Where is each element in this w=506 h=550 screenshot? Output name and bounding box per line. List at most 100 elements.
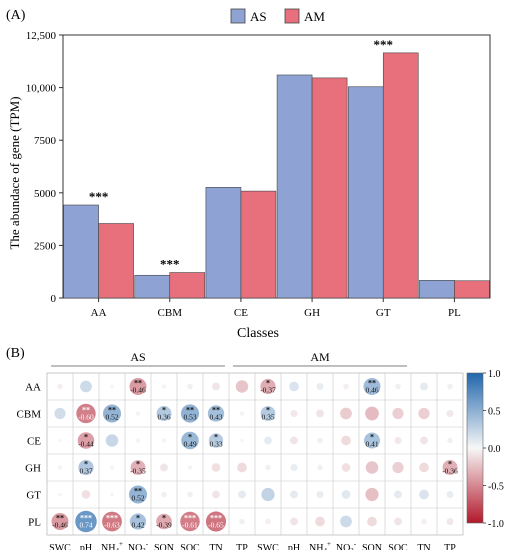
panel-b-label: (B) [6, 346, 25, 361]
significance-stars: ** [134, 379, 142, 388]
significance-stars: * [266, 406, 270, 415]
correlation-circle [340, 407, 352, 420]
row-label: CBM [17, 409, 42, 421]
correlation-circle [76, 403, 96, 424]
column-label: SWC [257, 543, 279, 550]
x-tick-label: GT [376, 307, 391, 319]
correlation-circle [442, 460, 458, 475]
correlation-circle [363, 432, 381, 449]
column-label: pH [288, 543, 300, 550]
significance-label: *** [160, 257, 180, 272]
correlation-circle [129, 378, 147, 395]
correlation-circle [394, 490, 402, 499]
correlation-value: 0.33 [209, 440, 222, 449]
bar-am-gh [311, 77, 348, 299]
significance-label: *** [374, 37, 394, 52]
significance-stars: ** [368, 379, 376, 388]
correlation-value: -0.44 [78, 440, 94, 449]
correlation-circle [290, 409, 298, 418]
correlation-circle [418, 407, 430, 420]
correlation-value: 0.41 [365, 440, 378, 449]
correlation-value: -0.60 [78, 413, 94, 422]
correlation-circle [264, 436, 272, 445]
correlation-circle [446, 409, 454, 418]
significance-stars: *** [80, 514, 92, 523]
correlation-value: 0.42 [131, 521, 144, 530]
correlation-circle [394, 436, 402, 445]
significance-stars: * [370, 433, 374, 442]
correlation-circle [102, 511, 122, 532]
significance-stars: * [162, 406, 166, 415]
bar-as-pl [419, 280, 455, 299]
correlation-circle [316, 409, 324, 418]
correlation-circle [392, 407, 404, 420]
correlation-circle [265, 464, 271, 471]
correlation-circle [367, 516, 377, 527]
y-tick-label: 12,500 [26, 30, 57, 42]
correlation-value: -0.36 [442, 467, 458, 476]
correlation-circle [161, 491, 167, 498]
correlation-heatmap: AS AM AA CBM CE GH GT PL SWC pH NH4+ NO3- SON SOC TN TP… [17, 350, 504, 550]
column-label: SON [362, 543, 382, 550]
correlation-circle [290, 490, 298, 499]
correlation-circle [161, 438, 167, 443]
correlation-circle [341, 463, 351, 472]
column-label: SWC [49, 543, 71, 550]
correlation-value: -0.61 [182, 521, 198, 530]
correlation-circle [239, 518, 245, 525]
significance-stars: * [162, 514, 166, 523]
legend-label-am: AM [304, 9, 325, 24]
correlation-value: -0.46 [130, 386, 146, 395]
significance-stars: ** [212, 406, 220, 415]
correlation-circle [265, 518, 271, 525]
correlation-circle [315, 516, 325, 527]
significance-stars: * [188, 433, 192, 442]
correlation-circle [110, 384, 114, 389]
correlation-circle [54, 407, 66, 420]
column-label: SON [154, 543, 174, 550]
bar-am-pl [454, 280, 490, 299]
correlation-circle [130, 460, 146, 475]
column-label: TP [444, 543, 456, 550]
colorbar [466, 372, 484, 524]
x-tick-label: CE [234, 307, 248, 319]
correlation-circle [51, 513, 69, 530]
correlation-value: 0.52 [131, 494, 144, 503]
significance-stars: *** [184, 514, 196, 523]
column-label: SOC [180, 543, 200, 550]
correlation-value: -0.46 [52, 521, 68, 530]
correlation-circle [181, 431, 199, 450]
x-tick-label: GH [304, 307, 320, 319]
bar-chart: 0 2500 5000 7500 10,000 12,500 AA CBM CE GH GT PL **… [26, 30, 491, 319]
significance-stars: ** [56, 514, 64, 523]
correlation-circle [57, 465, 63, 470]
correlation-circle [363, 378, 381, 395]
significance-stars: * [266, 379, 270, 388]
colorbar-tick-label: -1.0 [488, 519, 504, 530]
column-label: NH4+ [101, 540, 123, 550]
bar-am-ce [240, 190, 277, 299]
row-label: PL [28, 517, 41, 529]
correlation-circle [316, 490, 324, 499]
correlation-circle [160, 463, 168, 472]
bar-as-cbm [134, 274, 171, 299]
correlation-circle [156, 513, 172, 530]
correlation-value: 0.74 [79, 521, 92, 530]
correlation-circle [317, 464, 323, 471]
legend: AS AM [230, 8, 325, 24]
group-label: AS [130, 350, 145, 364]
correlation-value: -0.35 [130, 467, 146, 476]
correlation-circle [187, 383, 193, 390]
y-tick-label: 7500 [34, 135, 57, 147]
correlation-circle [161, 384, 167, 389]
correlation-circle [341, 435, 351, 446]
significance-stars: * [84, 460, 88, 469]
colorbar-tick-label: 1.0 [488, 369, 501, 380]
correlation-circle [261, 487, 275, 502]
correlation-circle [317, 437, 323, 444]
correlation-circle [58, 438, 62, 443]
significance-stars: *** [106, 514, 118, 523]
correlation-value: -0.65 [208, 521, 224, 530]
correlation-circle [211, 463, 221, 472]
